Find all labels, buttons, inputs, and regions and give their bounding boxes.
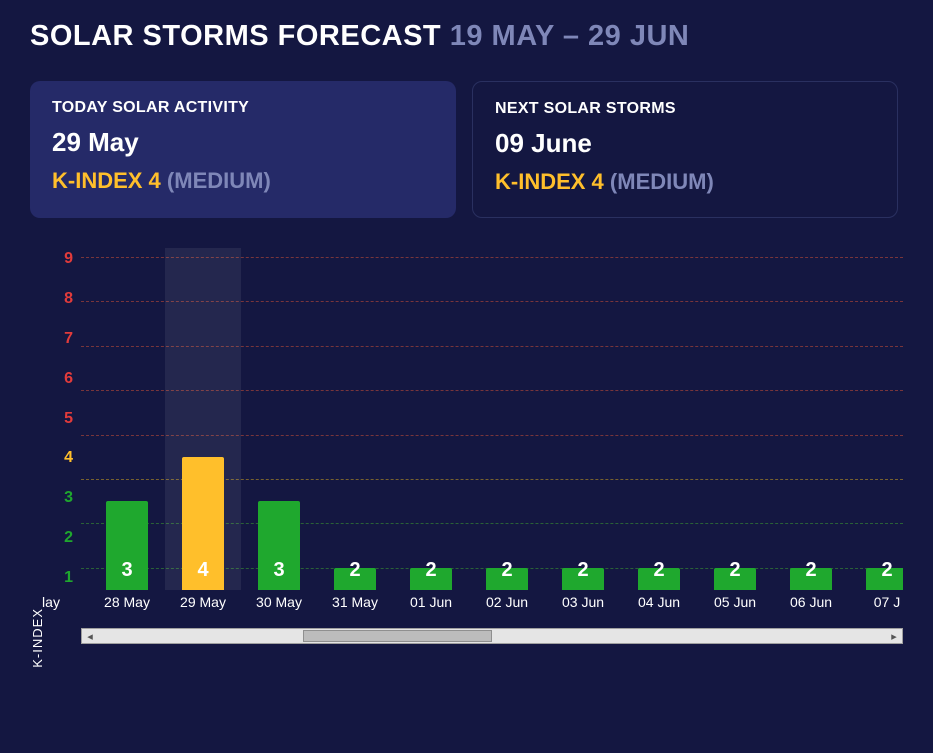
x-tick: 06 Jun xyxy=(790,594,832,610)
y-tick: 7 xyxy=(51,330,73,348)
scroll-right-button[interactable]: ▸ xyxy=(886,629,902,643)
kindex-level: (MEDIUM) xyxy=(167,168,271,193)
bar-value-label: 3 xyxy=(121,559,132,590)
page-title: SOLAR STORMS FORECAST 19 MAY – 29 JUN xyxy=(30,20,903,53)
bar-value-label: 2 xyxy=(729,559,740,590)
card-next-kindex: K-INDEX 4 (MEDIUM) xyxy=(495,169,875,195)
chart-bar[interactable]: 2 xyxy=(866,568,903,590)
chart-bar[interactable]: 2 xyxy=(334,568,376,590)
chart-bar[interactable]: 3 xyxy=(106,501,148,590)
bar-value-label: 2 xyxy=(881,559,892,590)
card-today-kindex: K-INDEX 4 (MEDIUM) xyxy=(52,168,434,194)
y-tick: 8 xyxy=(51,290,73,308)
card-today-activity: TODAY SOLAR ACTIVITY 29 May K-INDEX 4 (M… xyxy=(30,81,456,218)
title-date-range: 19 MAY – 29 JUN xyxy=(450,20,690,52)
chart-scrollbar[interactable]: ◂ ▸ xyxy=(81,628,903,644)
scroll-left-button[interactable]: ◂ xyxy=(82,629,98,643)
x-tick: 03 Jun xyxy=(562,594,604,610)
chart-bar[interactable]: 2 xyxy=(410,568,452,590)
y-tick: 1 xyxy=(51,569,73,587)
y-tick: 2 xyxy=(51,529,73,547)
x-tick: 31 May xyxy=(332,594,378,610)
card-next-date: 09 June xyxy=(495,128,875,159)
bar-value-label: 4 xyxy=(197,559,208,590)
x-tick: lay xyxy=(42,594,60,610)
chart-bar[interactable]: 2 xyxy=(638,568,680,590)
title-text: SOLAR STORMS FORECAST xyxy=(30,20,441,52)
y-axis-title: K-INDEX xyxy=(30,604,45,668)
card-next-label: NEXT SOLAR STORMS xyxy=(495,100,875,118)
bar-value-label: 2 xyxy=(805,559,816,590)
chart-bar[interactable]: 2 xyxy=(562,568,604,590)
bar-value-label: 2 xyxy=(501,559,512,590)
card-next-storm: NEXT SOLAR STORMS 09 June K-INDEX 4 (MED… xyxy=(472,81,898,218)
y-axis: 9 8 7 6 5 4 3 2 1 xyxy=(51,248,73,587)
x-tick: 04 Jun xyxy=(638,594,680,610)
x-tick: 02 Jun xyxy=(486,594,528,610)
y-tick: 4 xyxy=(51,449,73,467)
kindex-value: K-INDEX 4 xyxy=(495,169,604,194)
plot-area: 34322222222 xyxy=(81,248,903,590)
chart-bar[interactable]: 2 xyxy=(714,568,756,590)
chart-bar[interactable]: 3 xyxy=(258,501,300,590)
x-tick: 28 May xyxy=(104,594,150,610)
chart-bar[interactable]: 2 xyxy=(486,568,528,590)
chart-bar[interactable]: 4 xyxy=(182,457,224,590)
bar-value-label: 2 xyxy=(577,559,588,590)
x-tick: 29 May xyxy=(180,594,226,610)
kindex-level: (MEDIUM) xyxy=(610,169,714,194)
card-today-label: TODAY SOLAR ACTIVITY xyxy=(52,99,434,117)
x-tick: 30 May xyxy=(256,594,302,610)
summary-cards: TODAY SOLAR ACTIVITY 29 May K-INDEX 4 (M… xyxy=(30,81,903,218)
bar-value-label: 2 xyxy=(349,559,360,590)
kindex-chart: K-INDEX 987654321 34322222222 lay28 May2… xyxy=(30,248,903,668)
scrollbar-track[interactable] xyxy=(98,629,886,643)
bar-value-label: 2 xyxy=(425,559,436,590)
y-tick: 3 xyxy=(51,489,73,507)
y-tick: 6 xyxy=(51,370,73,388)
bar-value-label: 3 xyxy=(273,559,284,590)
x-tick: 01 Jun xyxy=(410,594,452,610)
x-tick: 05 Jun xyxy=(714,594,756,610)
chart-bar[interactable]: 2 xyxy=(790,568,832,590)
x-axis: lay28 May29 May30 May31 May01 Jun02 Jun0… xyxy=(81,594,903,622)
x-tick: 07 J xyxy=(874,594,900,610)
y-tick: 5 xyxy=(51,410,73,428)
card-today-date: 29 May xyxy=(52,127,434,158)
scrollbar-thumb[interactable] xyxy=(303,630,492,642)
bar-value-label: 2 xyxy=(653,559,664,590)
kindex-value: K-INDEX 4 xyxy=(52,168,161,193)
y-tick: 9 xyxy=(51,250,73,268)
